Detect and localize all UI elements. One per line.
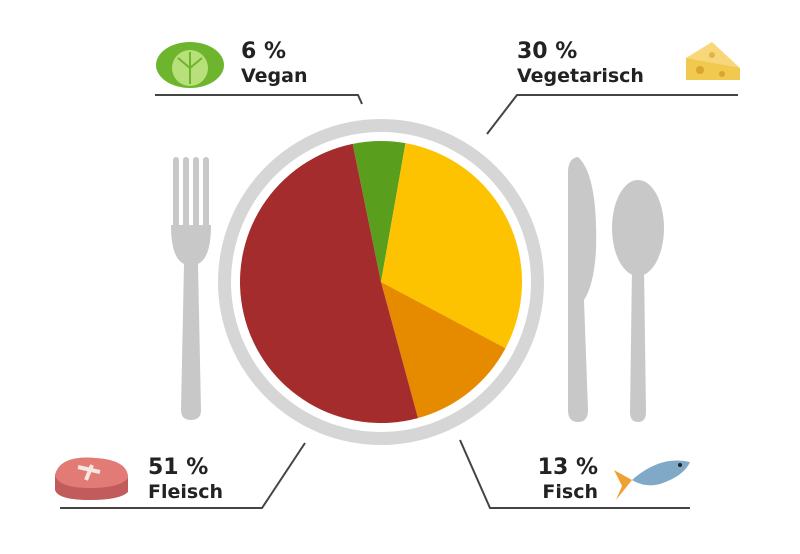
category-label: Vegetarisch [517, 65, 644, 87]
value-label: 30 % [517, 39, 577, 64]
pie-slice [239, 143, 418, 424]
category-label: Fleisch [148, 481, 223, 503]
pie [239, 141, 522, 424]
value-label: 51 % [148, 455, 208, 480]
meat-icon [55, 457, 128, 500]
value-label: 13 % [538, 455, 598, 480]
spoon-icon [612, 180, 664, 422]
knife-icon [568, 157, 597, 422]
leader-line [459, 439, 690, 509]
pie-slice [381, 282, 506, 419]
leader-line [155, 94, 363, 105]
fish-icon [614, 460, 690, 500]
category-label: Vegan [241, 65, 308, 87]
cabbage-icon [156, 42, 224, 88]
leader-line [60, 442, 306, 509]
value-label: 6 % [241, 39, 286, 64]
category-label: Fisch [542, 481, 598, 503]
fork-icon [171, 157, 211, 420]
pie-slice [352, 141, 406, 282]
leader-line [486, 94, 738, 135]
cheese-icon [686, 42, 740, 80]
pie-slice [381, 143, 522, 349]
